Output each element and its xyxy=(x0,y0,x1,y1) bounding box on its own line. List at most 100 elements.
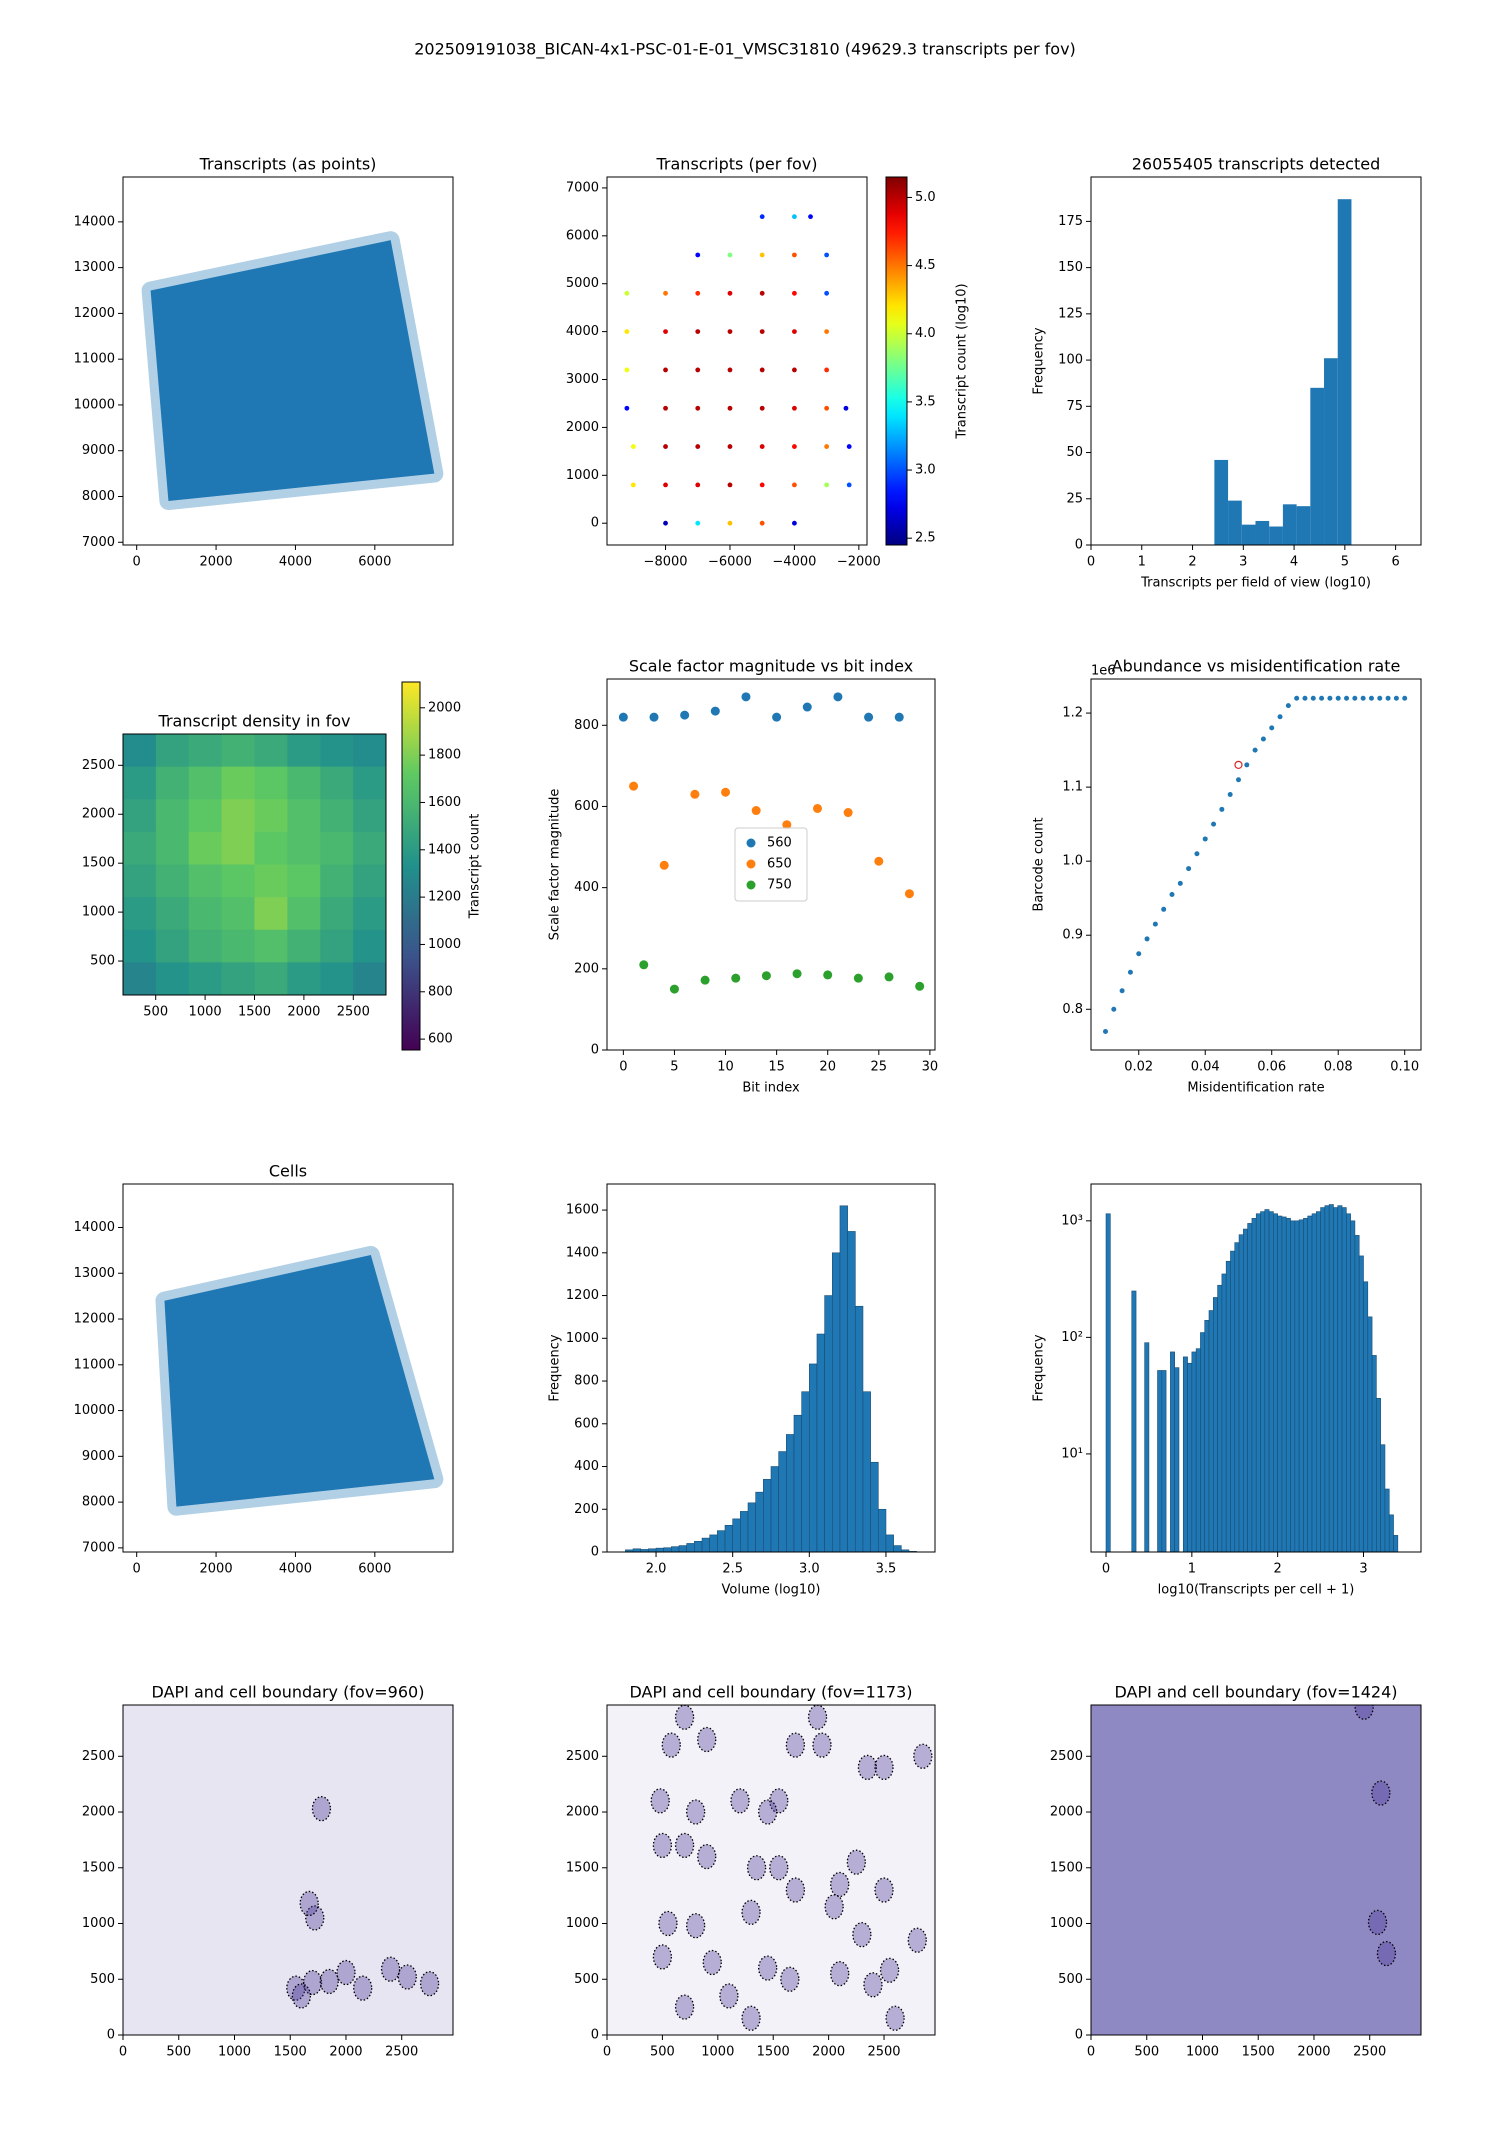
cell-boundary xyxy=(1367,1909,1388,1936)
point xyxy=(731,973,741,983)
heat-cell xyxy=(123,864,157,898)
point xyxy=(690,789,700,799)
point xyxy=(629,781,639,791)
bar xyxy=(1238,1234,1244,1552)
point xyxy=(843,808,853,818)
bar xyxy=(1234,1242,1240,1552)
y-tick-label: 10³ xyxy=(1061,1213,1083,1228)
bar xyxy=(1191,1351,1197,1552)
y-tick-label: 11000 xyxy=(74,1357,115,1372)
y-tick-label: 2000 xyxy=(566,1805,599,1820)
x-tick-label: 500 xyxy=(166,2045,191,2060)
bar xyxy=(1214,459,1229,545)
point xyxy=(624,367,630,373)
point xyxy=(1260,736,1266,742)
y-tick-label: 0.8 xyxy=(1062,1002,1083,1017)
point xyxy=(759,329,765,335)
cell-boundary xyxy=(661,1732,681,1758)
point xyxy=(808,214,813,220)
bar xyxy=(671,1546,680,1552)
bar xyxy=(1268,1211,1274,1552)
bar xyxy=(1358,1255,1364,1552)
point-cloud xyxy=(141,231,444,511)
heat-cell xyxy=(188,734,223,768)
point xyxy=(1219,806,1225,812)
heat-cell xyxy=(320,864,354,898)
bar xyxy=(1333,1207,1339,1552)
x-tick-label: 3 xyxy=(1239,555,1247,570)
axes-frame xyxy=(122,176,454,546)
heat-cell xyxy=(188,897,223,931)
point xyxy=(618,712,628,722)
colorbar-tick-label: 600 xyxy=(428,1032,453,1047)
x-tick-label: 1000 xyxy=(1186,2045,1219,2060)
point xyxy=(759,252,765,258)
point xyxy=(843,405,849,411)
point xyxy=(812,803,822,813)
heat-cell xyxy=(320,831,354,865)
point xyxy=(1302,695,1308,701)
point xyxy=(759,290,765,296)
heat-cell xyxy=(287,897,321,931)
cell-boundary xyxy=(299,1890,319,1917)
axes-frame xyxy=(606,176,868,546)
x-tick-label: 1500 xyxy=(238,1005,271,1020)
y-tick-label: 8000 xyxy=(82,489,115,504)
bar xyxy=(1144,1342,1150,1552)
figure-title: 202509191038_BICAN-4x1-PSC-01-E-01_VMSC3… xyxy=(414,40,1076,60)
colorbar xyxy=(885,176,908,546)
heat-cell xyxy=(254,962,288,995)
point xyxy=(1161,906,1167,912)
point xyxy=(727,290,733,296)
bar xyxy=(1290,1220,1296,1552)
y-tick-label: 1.1 xyxy=(1062,780,1083,795)
plot-area xyxy=(123,1705,453,2035)
bar xyxy=(1105,1213,1111,1552)
bar xyxy=(1260,1211,1266,1552)
cell-boundary xyxy=(291,1983,312,2009)
x-tick-label: 2000 xyxy=(200,555,233,570)
heat-cell xyxy=(155,831,190,865)
point xyxy=(727,405,733,411)
point xyxy=(663,444,668,449)
x-tick-label: −6000 xyxy=(708,555,752,570)
cell-boundary xyxy=(419,1971,440,1997)
point xyxy=(663,290,668,296)
y-tick-label: 0.9 xyxy=(1062,928,1083,943)
bar xyxy=(1303,1218,1309,1552)
bar xyxy=(893,1545,902,1552)
point xyxy=(759,367,765,373)
point xyxy=(663,329,668,335)
point xyxy=(792,405,797,411)
point xyxy=(700,975,710,985)
point xyxy=(751,806,761,816)
heat-cell xyxy=(353,962,386,995)
point xyxy=(759,482,765,488)
colorbar-tick-label: 1600 xyxy=(428,795,461,810)
y-tick-label: 0 xyxy=(591,516,599,531)
x-tick-label: 2000 xyxy=(287,1005,320,1020)
panel: 0 500 1000 1500 2000 2500 0 500 1000 1500 2000 2500… xyxy=(1050,1683,1422,2060)
x-tick-label: 1000 xyxy=(218,2045,251,2060)
panel: 0 2000 4000 6000 7000 8000 9000 10000 11000 12000… xyxy=(74,1162,454,1577)
cell-boundary xyxy=(741,2005,761,2031)
panel: −8000 −6000 −4000 −2000 0 1000 2000 3000 4000 500… xyxy=(566,155,970,570)
heat-cell xyxy=(287,929,321,963)
cell-boundary xyxy=(874,1877,894,1903)
bar xyxy=(1341,1207,1347,1552)
cell-boundary xyxy=(302,1969,323,1996)
plot-area xyxy=(141,231,444,511)
heat-cell xyxy=(123,734,157,768)
point xyxy=(663,520,668,526)
point xyxy=(727,444,733,449)
point xyxy=(624,329,630,335)
panel-title: Cells xyxy=(269,1162,307,1181)
x-tick-label: 2.0 xyxy=(646,1562,667,1577)
point xyxy=(1111,1006,1117,1012)
heat-cell xyxy=(155,897,190,931)
x-tick-label: 6 xyxy=(1391,555,1399,570)
bar xyxy=(1273,1213,1278,1552)
heat-cell xyxy=(320,799,354,833)
